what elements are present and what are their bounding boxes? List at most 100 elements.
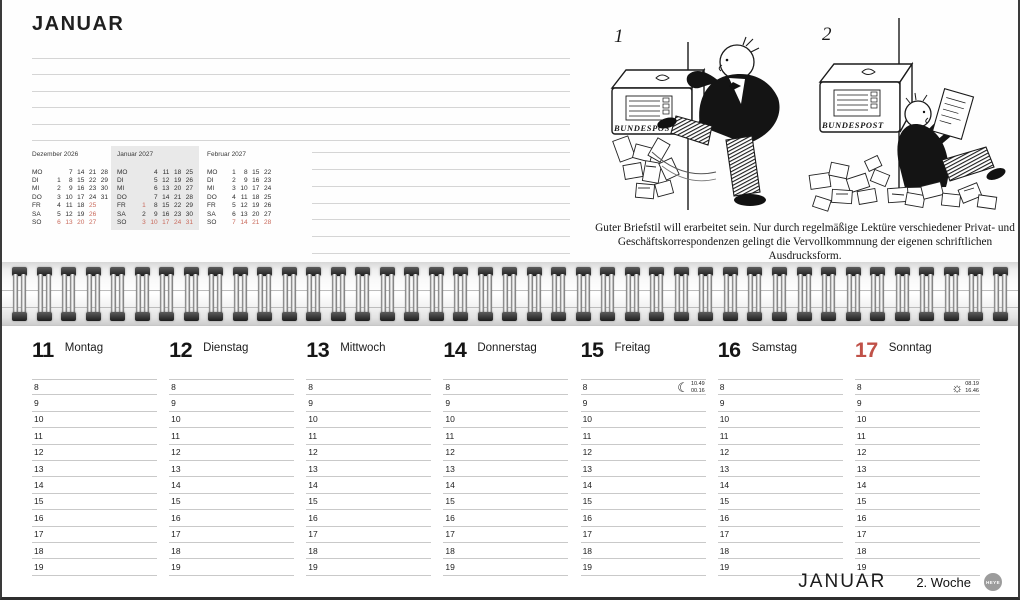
hour-label: 14 [719, 480, 730, 491]
hour-label: 9 [582, 398, 588, 409]
date-cell: 18 [77, 202, 85, 210]
hour-row: 16 [169, 510, 295, 527]
wire-pair [895, 273, 909, 314]
cartoon-man-reading [897, 88, 1006, 188]
date-cell: 12 [240, 202, 248, 210]
astro-time: 00.16 [690, 387, 705, 394]
hour-label: 15 [445, 496, 455, 507]
wire-loop-icon [845, 266, 861, 321]
wire-pair [356, 273, 370, 314]
day-header: 11 Montag [32, 339, 169, 379]
date-cell: 30 [100, 185, 108, 193]
hour-row: 10 [854, 412, 980, 429]
astro-times: 08.19 16.46 [965, 381, 979, 394]
hour-label: 11 [34, 430, 43, 441]
hour-row: 14 [169, 477, 295, 494]
hour-row: 16 [717, 510, 843, 527]
wire-pair [307, 273, 321, 314]
date-cell: 15 [77, 177, 85, 185]
hour-row: 19 [169, 559, 295, 576]
hour-row: 11 [169, 428, 295, 445]
wire-loop-icon [673, 266, 689, 321]
hour-row: 15 [169, 494, 295, 511]
date-cell: 23 [88, 185, 97, 193]
date-cell: 25 [88, 202, 97, 210]
day-column-freitag: 15 Freitag ☾ 10.49 00.16 8 9 10 11 12 13 14 15 16 17 18… [580, 339, 718, 584]
date-cell: 11 [65, 202, 73, 210]
hour-label: 8 [308, 382, 314, 393]
wire-pair [135, 273, 149, 314]
hour-label: 11 [719, 430, 729, 441]
wire-loop-icon [600, 266, 616, 321]
date-cell: 27 [88, 219, 97, 227]
hour-row: 13 [32, 461, 157, 478]
ruled-line [32, 108, 570, 125]
wire-loop-icon [771, 266, 787, 321]
mini-calendar-row: MI 2 9 16 23 30 [32, 185, 108, 193]
hour-label: 15 [719, 496, 730, 507]
day-number: 14 [443, 338, 467, 362]
hour-label: 19 [445, 561, 455, 572]
weekday-label: MI [32, 185, 40, 193]
hour-label: 13 [308, 463, 318, 474]
hour-row: 8 [443, 379, 569, 396]
date-cell: 3 [232, 185, 236, 193]
hour-label: 8 [445, 382, 451, 393]
date-cell: 10 [65, 193, 73, 201]
hour-label: 19 [719, 561, 730, 572]
hour-row: 8 [306, 379, 432, 396]
date-cell: 23 [263, 177, 272, 185]
hour-label: 9 [445, 398, 451, 409]
weekday-label: FR [32, 202, 41, 210]
hour-label: 15 [34, 496, 44, 507]
wire-loop-icon [919, 266, 935, 321]
hour-row: 9 [443, 395, 569, 412]
hour-row: 19 [443, 559, 569, 576]
weekday-label: SO [207, 219, 217, 227]
footer-month: JANUAR [798, 571, 887, 592]
ruled-line [312, 153, 570, 170]
weekday-label: FR [207, 202, 216, 210]
hour-label: 17 [856, 529, 867, 540]
wire-pair [454, 273, 468, 314]
hour-label: 16 [445, 512, 455, 523]
date-cell: 4 [232, 193, 236, 201]
hour-row: 18 [306, 543, 432, 560]
hour-row: 14 [717, 477, 843, 494]
hour-label: 8 [582, 382, 588, 393]
hour-label: 13 [445, 463, 455, 474]
date-cell: 26 [263, 202, 272, 210]
wire-pair [258, 273, 272, 314]
wire-pair [772, 273, 786, 314]
wire-loop-icon [968, 266, 984, 321]
date-cell: 6 [232, 210, 236, 218]
wire-loop-icon [12, 266, 27, 321]
date-cell: 1 [142, 202, 146, 210]
day-name: Sonntag [888, 342, 932, 354]
hour-label: 10 [719, 414, 730, 425]
wire-pair [527, 273, 541, 314]
date-cell: 21 [252, 219, 260, 227]
ruled-line [32, 42, 570, 59]
hour-row: 15 [580, 494, 706, 511]
date-cell: 2 [57, 185, 61, 193]
wire-loop-icon [453, 266, 469, 321]
date-cell: 8 [153, 202, 158, 210]
mini-calendar-row: FR 1 8 15 22 29 [117, 202, 193, 210]
mini-calendar-row: MO 7 14 21 28 [32, 168, 108, 176]
hour-row: 19 [580, 559, 706, 576]
day-column-mittwoch: 13 Mittwoch 8 9 10 11 12 13 14 15 16 17 18 19 [306, 339, 443, 584]
hour-label: 19 [308, 561, 318, 572]
date-cell: 14 [162, 193, 170, 201]
hour-row: 10 [169, 412, 295, 429]
spiral-binding [2, 262, 1018, 325]
wire-loop-icon [747, 266, 763, 321]
moon-icon: ☾ [677, 380, 689, 395]
mailbox-label: BUNDESPOST [821, 120, 884, 130]
wire-loop-icon [477, 266, 493, 321]
astro-times: 10.49 00.16 [691, 381, 705, 394]
wire-pair [846, 273, 860, 314]
mini-calendar-row: DI 1 8 15 22 29 [32, 176, 108, 184]
wire-pair [380, 273, 394, 314]
hour-label: 16 [856, 512, 867, 523]
